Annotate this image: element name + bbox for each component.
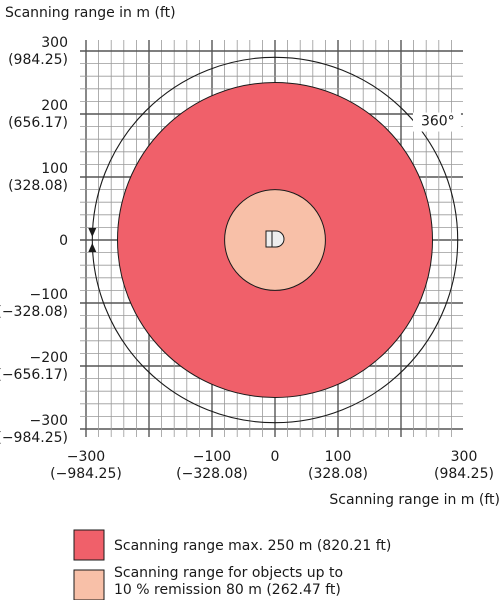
legend-label-max-range: Scanning range max. 250 m (820.21 ft) — [114, 538, 391, 554]
y-tick-label: 100 — [41, 161, 68, 177]
y-tick-label: 300 — [41, 35, 68, 51]
legend-swatch-remission-range — [73, 569, 105, 600]
x-tick-sublabel: (984.25) — [434, 466, 494, 482]
x-tick-label: −300 — [67, 449, 105, 465]
legend: Scanning range max. 250 m (820.21 ft) Sc… — [73, 529, 391, 600]
x-axis-title: Scanning range in m (ft) — [329, 492, 500, 508]
rotation-label-background — [412, 112, 461, 132]
y-tick-label: −100 — [30, 287, 68, 303]
y-tick-sublabel: (−984.25) — [0, 430, 68, 446]
legend-item-max-range: Scanning range max. 250 m (820.21 ft) — [73, 529, 391, 561]
y-tick-labels: 300(984.25)200(656.17)100(328.08)0−100(−… — [0, 35, 68, 446]
legend-label-remission-line1: Scanning range for objects up to — [114, 565, 343, 581]
x-tick-label: 300 — [451, 449, 478, 465]
legend-label-remission-line2: 10 % remission 80 m (262.47 ft) — [114, 582, 341, 598]
legend-swatch-max-range — [73, 529, 105, 561]
x-tick-label: −100 — [193, 449, 231, 465]
y-tick-label: 0 — [59, 233, 68, 249]
y-tick-label: 200 — [41, 98, 68, 114]
legend-item-remission-range: Scanning range for objects up to 10 % re… — [73, 565, 343, 600]
x-tick-label: 100 — [325, 449, 352, 465]
x-tick-sublabel: (328.08) — [308, 466, 368, 482]
rotation-indicator: 360° — [88, 56, 461, 424]
rotation-circle — [91, 56, 459, 424]
rotation-arrow-up — [88, 243, 97, 252]
y-tick-label: −300 — [30, 413, 68, 429]
x-tick-sublabel: (−328.08) — [176, 466, 248, 482]
rotation-arrow-down — [88, 228, 97, 237]
x-tick-labels: −300(−984.25) −100(−328.08) 0 100(328.08) 30… — [50, 449, 494, 482]
y-axis-title: Scanning range in m (ft) — [5, 5, 176, 21]
y-tick-sublabel: (−328.08) — [0, 304, 68, 320]
x-tick-label: 0 — [271, 449, 280, 465]
y-tick-sublabel: (656.17) — [8, 115, 68, 131]
x-tick-sublabel: (−984.25) — [50, 466, 122, 482]
y-tick-sublabel: (328.08) — [8, 178, 68, 194]
y-tick-label: −200 — [30, 350, 68, 366]
rotation-label: 360° — [421, 114, 455, 130]
y-tick-sublabel: (−656.17) — [0, 367, 68, 383]
sensor-icon — [265, 230, 285, 248]
y-tick-sublabel: (984.25) — [8, 52, 68, 68]
